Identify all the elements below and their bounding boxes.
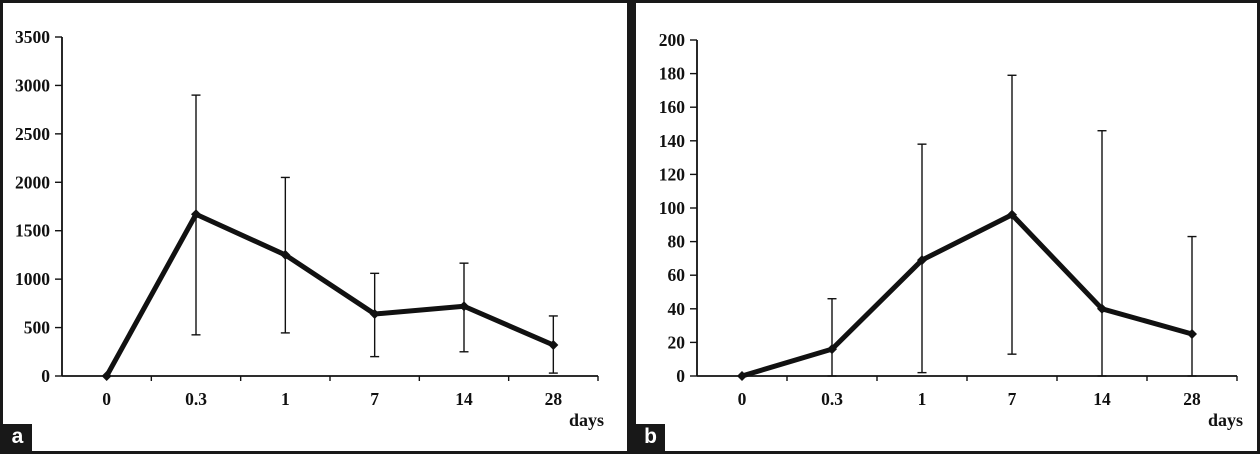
y-tick-label: 80	[668, 232, 686, 252]
data-point-marker	[1007, 209, 1017, 220]
y-tick-label: 2500	[15, 124, 50, 144]
data-point-marker	[459, 301, 469, 312]
y-tick-label: 180	[659, 64, 686, 84]
x-tick-label: 28	[545, 389, 563, 409]
panel-a: 0 500 1000 1500 2000 2500 3000 3500 0 0.3 1 7 14 28 da…	[3, 3, 627, 451]
data-point-marker	[1097, 303, 1107, 314]
y-tick-label: 200	[659, 30, 686, 50]
y-tick-label: 140	[659, 131, 686, 151]
x-tick-label: 0	[102, 389, 111, 409]
x-tick-label: 0.3	[821, 389, 843, 409]
x-axis-title: days	[569, 410, 604, 430]
x-tick-label: 28	[1183, 389, 1201, 409]
x-tick-label: 1	[281, 389, 290, 409]
data-line	[104, 211, 555, 378]
y-tick-label: 1500	[15, 221, 50, 241]
x-tick-label: 1	[918, 389, 927, 409]
chart-a-line-plot: 0 500 1000 1500 2000 2500 3000 3500 0 0.3 1 7 14 28 da…	[15, 27, 604, 430]
y-tick-label: 0	[676, 366, 685, 386]
chart-b-line-plot: 0 20 40 60 80 100 120 140 160 180 200 0 0.3 1 7 14 28 day…	[659, 30, 1243, 430]
y-tick-label: 20	[668, 332, 686, 352]
data-line	[741, 212, 1193, 379]
panel-b-label: b	[636, 424, 665, 451]
y-tick-label: 60	[668, 265, 686, 285]
data-point-marker	[548, 340, 559, 351]
y-tick-label: 100	[659, 198, 686, 218]
x-tick-label: 7	[370, 389, 379, 409]
data-point-marker	[827, 344, 837, 355]
y-tick-label: 120	[659, 164, 686, 184]
y-tick-label: 3000	[15, 75, 50, 95]
x-tick-label: 14	[1093, 389, 1111, 409]
x-tick-label: 0	[738, 389, 747, 409]
data-point-marker	[1187, 329, 1197, 339]
y-tick-label: 2000	[15, 172, 50, 192]
y-tick-label: 40	[668, 299, 686, 319]
x-tick-label: 0.3	[185, 389, 207, 409]
y-tick-label: 160	[659, 97, 686, 117]
panel-divider	[627, 3, 636, 451]
panel-b: 0 20 40 60 80 100 120 140 160 180 200 0 0.3 1 7 14 28 day…	[636, 3, 1257, 451]
data-point-marker	[369, 309, 380, 320]
y-tick-label: 1000	[15, 269, 50, 289]
y-tick-label: 0	[41, 366, 50, 386]
y-tick-label: 3500	[15, 27, 50, 47]
panel-a-label: a	[3, 424, 32, 451]
data-point-marker	[191, 209, 201, 220]
x-axis-title: days	[1208, 410, 1243, 430]
y-tick-label: 500	[24, 318, 51, 338]
x-tick-label: 7	[1008, 389, 1017, 409]
x-tick-label: 14	[455, 389, 473, 409]
data-point-marker	[280, 249, 291, 260]
